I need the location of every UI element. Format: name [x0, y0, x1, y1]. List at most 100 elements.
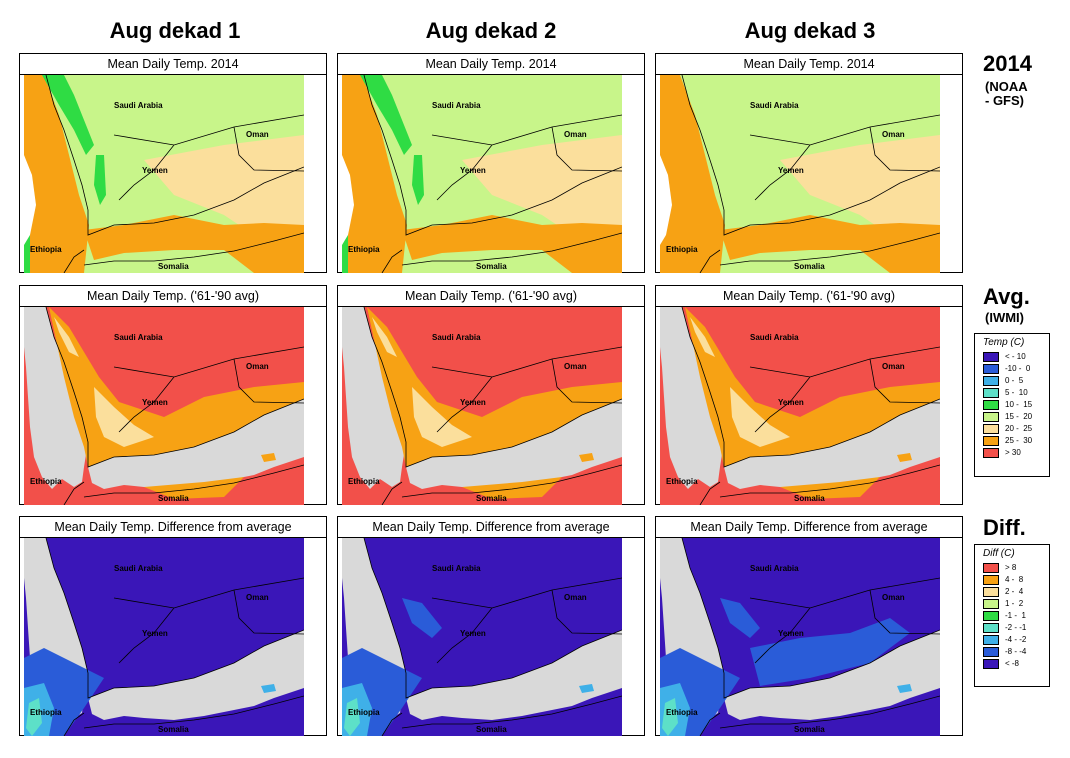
place-label-somalia: Somalia — [794, 725, 825, 734]
place-label-ethiopia: Ethiopia — [666, 245, 698, 254]
place-label-ethiopia: Ethiopia — [666, 477, 698, 486]
legend-entry: -2 - -1 — [975, 622, 1049, 634]
map-region — [372, 317, 397, 357]
map-region — [94, 387, 154, 447]
place-label-oman: Oman — [564, 362, 587, 371]
map-area: Saudi Arabia Oman Yemen Ethiopia Somalia — [342, 75, 622, 273]
map-svg: Saudi Arabia Oman Yemen Ethiopia Somalia — [660, 538, 940, 736]
legend-label: 2 - 4 — [1005, 587, 1024, 596]
coastline — [681, 538, 940, 729]
place-label-oman: Oman — [564, 593, 587, 602]
place-label-ethiopia: Ethiopia — [666, 708, 698, 717]
place-label-somalia: Somalia — [158, 494, 189, 503]
country-borders — [699, 346, 940, 505]
map-cell — [24, 235, 30, 273]
place-label-somalia: Somalia — [794, 494, 825, 503]
map-region — [412, 155, 424, 205]
legend-swatch — [983, 412, 999, 422]
map-area: Saudi Arabia Oman Yemen Ethiopia Somalia — [24, 75, 304, 273]
map-region — [660, 307, 724, 489]
country-borders — [381, 577, 622, 736]
map-region — [24, 155, 36, 245]
map-region — [660, 75, 725, 273]
legend-label: 4 - 8 — [1005, 575, 1024, 584]
legend-swatch — [983, 352, 999, 362]
map-panel-forecast-dekad-3: Mean Daily Temp. 2014 Saudi Arabia Oman Yem… — [655, 53, 963, 273]
coastline — [363, 538, 622, 729]
map-area: Saudi Arabia Oman Yemen Ethiopia Somalia — [342, 538, 622, 736]
country-borders — [699, 577, 940, 736]
map-panel-average-dekad-3: Mean Daily Temp. ('61-'90 avg) Saudi Arab… — [655, 285, 963, 505]
place-label-oman: Oman — [882, 593, 905, 602]
country-borders — [63, 346, 304, 505]
place-label-ethiopia: Ethiopia — [30, 708, 62, 717]
coastline — [681, 75, 940, 266]
map-region — [579, 453, 594, 462]
legend-entry: 10 - 15 — [975, 399, 1049, 411]
legend-entry: 0 - 5 — [975, 375, 1049, 387]
place-label-saudi: Saudi Arabia — [432, 333, 481, 342]
place-label-somalia: Somalia — [476, 262, 507, 271]
map-panel-forecast-dekad-2: Mean Daily Temp. 2014 Saudi Arabia Oman Yem… — [337, 53, 645, 273]
map-region — [720, 598, 760, 638]
legend-swatch — [983, 376, 999, 386]
place-label-oman: Oman — [246, 130, 269, 139]
map-region — [720, 215, 940, 273]
legend-swatch — [983, 647, 999, 657]
legend-swatch — [983, 448, 999, 458]
map-region — [402, 215, 622, 273]
map-region — [690, 317, 715, 357]
legend-swatch — [983, 424, 999, 434]
legend-entry: 15 - 20 — [975, 411, 1049, 423]
coastline — [363, 307, 622, 498]
panel-title: Mean Daily Temp. 2014 — [656, 54, 962, 75]
map-svg: Saudi Arabia Oman Yemen Ethiopia Somalia — [342, 75, 622, 273]
map-panel-diff-dekad-2: Mean Daily Temp. Difference from average… — [337, 516, 645, 736]
place-label-saudi: Saudi Arabia — [114, 101, 163, 110]
map-region — [26, 698, 42, 736]
legend-entry: 5 - 10 — [975, 387, 1049, 399]
place-label-somalia: Somalia — [158, 725, 189, 734]
place-label-yemen: Yemen — [142, 398, 168, 407]
legend-swatch — [983, 364, 999, 374]
panel-title: Mean Daily Temp. ('61-'90 avg) — [338, 286, 644, 307]
legend-label: 20 - 25 — [1005, 424, 1033, 433]
legend-entry: 2 - 4 — [975, 586, 1049, 598]
row-header-forecast: 2014 — [983, 51, 1032, 76]
map-region — [406, 399, 622, 489]
map-panel-forecast-dekad-1: Mean Daily Temp. 2014 Saudi Arabia Oman Yem… — [19, 53, 327, 273]
coastline — [363, 75, 622, 266]
map-region — [94, 155, 106, 205]
place-label-yemen: Yemen — [778, 166, 804, 175]
map-region — [462, 477, 562, 499]
place-label-oman: Oman — [882, 130, 905, 139]
place-label-ethiopia: Ethiopia — [348, 708, 380, 717]
place-label-ethiopia: Ethiopia — [30, 477, 62, 486]
map-region — [88, 630, 304, 720]
map-region — [579, 684, 594, 693]
map-region — [342, 75, 407, 273]
place-label-saudi: Saudi Arabia — [114, 564, 163, 573]
map-region — [42, 75, 94, 155]
temp-legend-title: Temp (C) — [983, 337, 1025, 348]
place-label-ethiopia: Ethiopia — [30, 245, 62, 254]
column-header-dekad-3: Aug dekad 3 — [744, 18, 876, 43]
place-label-ethiopia: Ethiopia — [348, 245, 380, 254]
legend-label: -8 - -4 — [1005, 647, 1027, 656]
place-label-yemen: Yemen — [142, 166, 168, 175]
legend-swatch — [983, 599, 999, 609]
legend-entry: 4 - 8 — [975, 574, 1049, 586]
place-label-yemen: Yemen — [460, 398, 486, 407]
legend-label: -10 - 0 — [1005, 364, 1031, 373]
map-area: Saudi Arabia Oman Yemen Ethiopia Somalia — [660, 75, 940, 273]
place-label-yemen: Yemen — [460, 629, 486, 638]
coastline — [681, 307, 940, 498]
column-header-dekad-2: Aug dekad 2 — [425, 18, 557, 43]
legend-label: -1 - 1 — [1005, 611, 1026, 620]
map-region — [144, 477, 244, 499]
map-region — [406, 630, 622, 720]
legend-swatch — [983, 563, 999, 573]
place-label-yemen: Yemen — [460, 166, 486, 175]
legend-label: < - 10 — [1005, 352, 1026, 361]
legend-label: 10 - 15 — [1005, 400, 1033, 409]
